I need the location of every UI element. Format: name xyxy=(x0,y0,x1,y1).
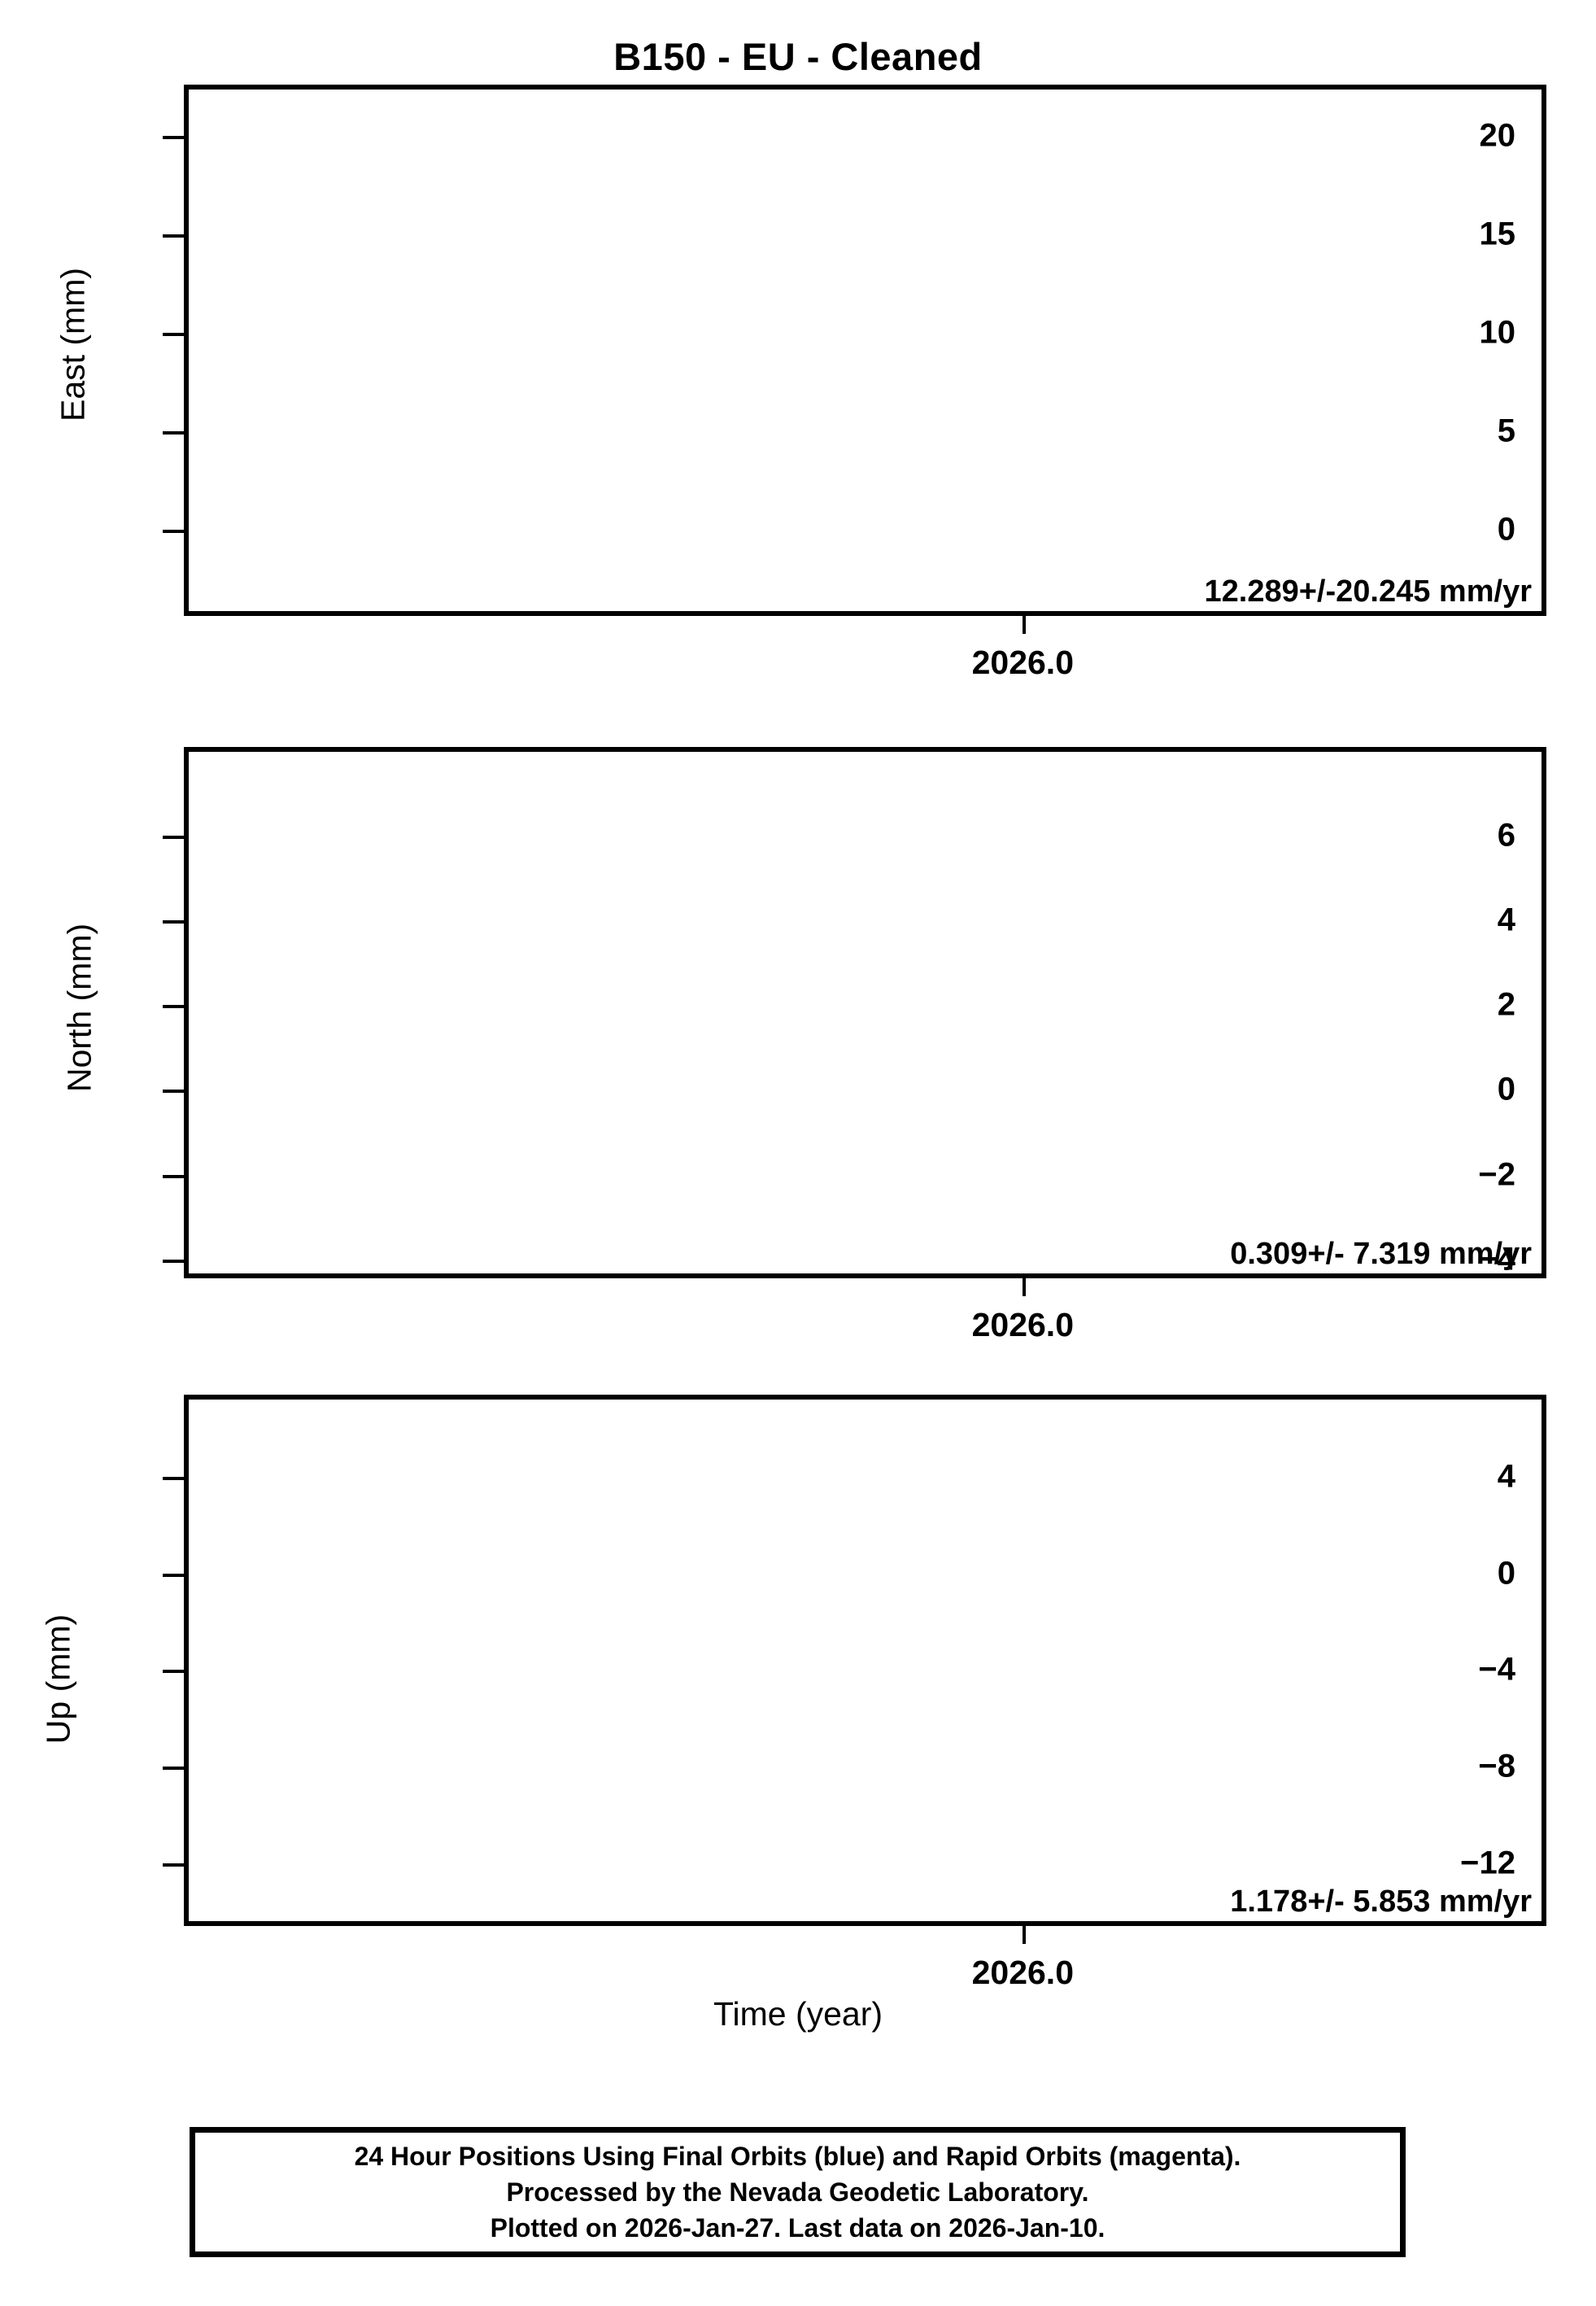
x-axis-title: Time (year) xyxy=(713,1995,883,2033)
y-tick-north-5 xyxy=(163,836,184,840)
y-tick-label-north-1: −2 xyxy=(1478,1156,1515,1193)
rate-annotation-east: 12.289+/-20.245 mm/yr xyxy=(1204,574,1532,609)
panel-east: 0 5 10 15 20 2026.0 12.289+/-20.245 mm/yr xyxy=(163,85,1546,681)
y-tick-label-north-3: 2 xyxy=(1497,986,1515,1023)
y-tick-up-0 xyxy=(163,1863,184,1867)
y-tick-label-up-3: 0 xyxy=(1497,1555,1515,1592)
x-tick-up-0 xyxy=(1023,1926,1027,1944)
y-tick-label-up-2: −4 xyxy=(1478,1651,1515,1688)
y-tick-north-3 xyxy=(163,1005,184,1009)
x-tick-label-east-0: 2026.0 xyxy=(971,644,1074,681)
x-tick-east-0 xyxy=(1023,616,1027,634)
y-axis-label-north: North (mm) xyxy=(60,923,98,1093)
y-tick-north-1 xyxy=(163,1174,184,1178)
plot-frame-north xyxy=(184,747,1546,1278)
y-tick-label-east-0: 0 xyxy=(1497,511,1515,548)
plot-frame-up xyxy=(184,1395,1546,1926)
y-tick-east-0 xyxy=(163,529,184,533)
y-tick-label-east-1: 5 xyxy=(1497,413,1515,449)
y-tick-label-up-1: −8 xyxy=(1478,1748,1515,1784)
y-tick-east-4 xyxy=(163,135,184,139)
y-axis-label-up: Up (mm) xyxy=(39,1614,77,1745)
rate-annotation-north: 0.309+/- 7.319 mm/yr xyxy=(1230,1237,1532,1271)
rate-annotation-up: 1.178+/- 5.853 mm/yr xyxy=(1230,1885,1532,1919)
y-tick-up-2 xyxy=(163,1670,184,1674)
y-tick-north-2 xyxy=(163,1090,184,1094)
y-tick-label-north-2: 0 xyxy=(1497,1071,1515,1107)
y-tick-up-1 xyxy=(163,1767,184,1771)
y-tick-east-3 xyxy=(163,234,184,238)
page-title: B150 - EU - Cleaned xyxy=(613,35,983,78)
footer-line-3: Plotted on 2026-Jan-27. Last data on 202… xyxy=(490,2213,1105,2243)
footer-note-box: 24 Hour Positions Using Final Orbits (bl… xyxy=(190,2127,1406,2257)
panel-north: −4 −2 0 2 4 6 2026.0 0.309+/- 7.319 mm/yr xyxy=(163,747,1546,1343)
y-tick-label-north-0: −4 xyxy=(1478,1241,1515,1277)
plot-frame-east xyxy=(184,85,1546,616)
y-tick-label-up-0: −12 xyxy=(1460,1845,1515,1881)
footer-line-2: Processed by the Nevada Geodetic Laborat… xyxy=(506,2177,1089,2207)
y-tick-label-east-3: 15 xyxy=(1479,216,1516,252)
y-tick-label-north-4: 4 xyxy=(1497,902,1515,938)
y-tick-label-north-5: 6 xyxy=(1497,817,1515,854)
x-tick-north-0 xyxy=(1023,1278,1027,1296)
y-tick-north-4 xyxy=(163,920,184,924)
y-axis-label-east: East (mm) xyxy=(54,267,92,422)
y-tick-label-up-4: 4 xyxy=(1497,1458,1515,1495)
footer-line-1: 24 Hour Positions Using Final Orbits (bl… xyxy=(354,2142,1241,2171)
y-tick-north-0 xyxy=(163,1259,184,1263)
x-tick-label-up-0: 2026.0 xyxy=(971,1954,1074,1991)
panel-up: −12 −8 −4 0 4 2026.0 1.178+/- 5.853 mm/yr xyxy=(163,1395,1546,1991)
x-tick-label-north-0: 2026.0 xyxy=(971,1306,1074,1343)
y-tick-up-4 xyxy=(163,1476,184,1480)
y-tick-label-east-2: 10 xyxy=(1479,314,1516,351)
y-tick-east-1 xyxy=(163,430,184,435)
y-tick-up-3 xyxy=(163,1573,184,1577)
y-tick-east-2 xyxy=(163,332,184,336)
y-tick-label-east-4: 20 xyxy=(1479,117,1516,154)
